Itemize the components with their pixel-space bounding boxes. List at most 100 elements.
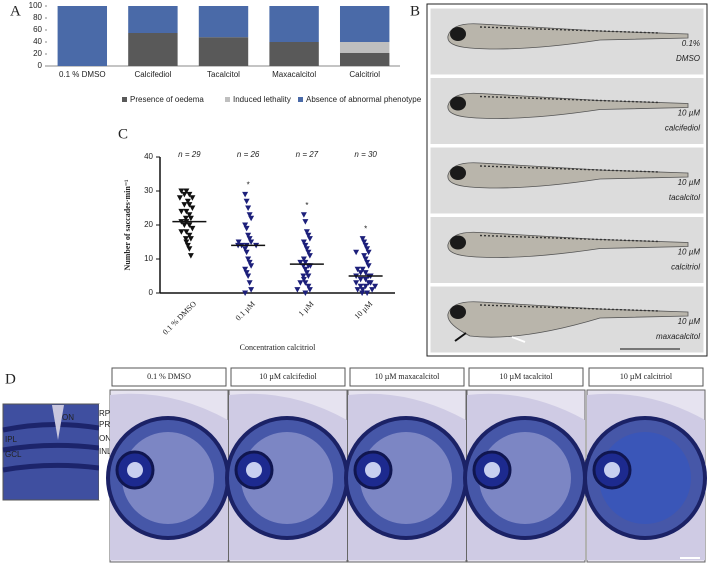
y-tick-label: 30 xyxy=(144,186,153,195)
larva-label: 10 µM xyxy=(678,178,701,187)
x-tick-label: 0.1 µM xyxy=(234,299,257,322)
data-point xyxy=(364,290,371,296)
data-point xyxy=(300,276,307,283)
data-point xyxy=(302,266,309,273)
data-point xyxy=(183,239,190,245)
larva-eye xyxy=(450,305,466,319)
lens-core xyxy=(604,462,620,478)
retina-section: 0.1 % DMSO xyxy=(106,367,230,563)
data-point xyxy=(242,222,249,228)
data-point xyxy=(361,239,368,245)
data-point xyxy=(182,215,189,222)
y-axis-label: Number of saccades·min⁻¹ xyxy=(123,179,132,271)
data-point xyxy=(302,290,309,296)
layer-label: PRL xyxy=(99,420,115,429)
data-point xyxy=(242,290,249,296)
data-point xyxy=(362,256,369,262)
data-point xyxy=(359,236,366,242)
larva-eye xyxy=(450,96,466,111)
data-point xyxy=(303,270,310,276)
data-point xyxy=(245,232,252,239)
legend-swatch xyxy=(122,97,127,102)
header-box xyxy=(230,367,346,387)
data-point xyxy=(181,191,188,198)
data-point xyxy=(302,219,309,225)
header-label: 10 µM tacalcitol xyxy=(499,372,553,381)
x-tick-label: Calcitriol xyxy=(349,70,380,79)
y-tick-label: 40 xyxy=(33,37,42,46)
data-point xyxy=(367,280,374,286)
data-point xyxy=(186,212,193,218)
data-point xyxy=(306,236,313,242)
data-point xyxy=(359,287,366,293)
header-label: 10 µM calcifediol xyxy=(259,372,317,381)
data-point xyxy=(305,273,312,279)
larva-photo: 10 µM calcitriol xyxy=(429,216,705,284)
larva-photo: 10 µM calcifediol xyxy=(429,77,705,145)
bar-segment xyxy=(128,33,178,66)
header-label: 10 µM maxacalcitol xyxy=(375,372,440,381)
x-tick-label: 0.1 % DMSO xyxy=(59,70,106,79)
data-point xyxy=(248,287,255,293)
data-point xyxy=(305,249,312,256)
data-point xyxy=(248,263,255,269)
larva-label: calcifediol xyxy=(665,124,700,133)
lens-core xyxy=(484,462,500,478)
data-point xyxy=(362,270,369,276)
data-point xyxy=(189,225,196,232)
data-point xyxy=(364,246,371,252)
data-point xyxy=(303,229,310,235)
larva-body xyxy=(447,23,689,50)
data-point xyxy=(359,290,366,296)
header-box xyxy=(468,367,584,387)
data-point xyxy=(178,208,185,215)
layer-label: ONL xyxy=(99,434,116,443)
y-tick-label: 10 xyxy=(144,254,153,263)
data-point xyxy=(369,287,376,293)
data-point xyxy=(186,191,193,198)
data-point xyxy=(246,236,253,242)
larva-photo: 0.1% DMSO xyxy=(429,7,705,76)
legend-swatch xyxy=(298,97,303,102)
data-point xyxy=(243,198,250,205)
significance: * xyxy=(305,201,308,210)
data-point xyxy=(353,249,360,256)
data-point xyxy=(302,242,309,249)
data-point xyxy=(242,266,249,273)
x-tick-label: Calcifediol xyxy=(134,70,171,79)
data-point xyxy=(242,246,249,252)
data-point xyxy=(187,253,194,259)
data-point xyxy=(183,188,190,194)
data-point xyxy=(189,205,196,211)
larva-eye xyxy=(450,235,466,250)
x-tick-label: 10 µM xyxy=(353,299,375,321)
data-point xyxy=(243,225,250,232)
data-point xyxy=(354,287,361,293)
data-point xyxy=(246,212,253,218)
data-point xyxy=(186,222,193,228)
x-tick-label: Maxacalcitol xyxy=(272,70,316,79)
data-point xyxy=(359,266,366,273)
arrow xyxy=(454,332,467,342)
n-label: n = 27 xyxy=(296,150,319,159)
arrow xyxy=(511,336,526,343)
bar-segment xyxy=(339,6,390,42)
larva-label: maxacalcitol xyxy=(656,332,700,341)
legend-label: Absence of abnormal phenotype xyxy=(306,95,422,104)
larva-body xyxy=(447,231,689,258)
larva-eye xyxy=(450,166,466,180)
bar-segment xyxy=(57,6,108,66)
data-point xyxy=(294,287,301,293)
data-point xyxy=(364,259,371,266)
larva-label: DMSO xyxy=(676,54,700,63)
larva-label: 10 µM xyxy=(678,109,701,118)
data-point xyxy=(306,253,313,259)
data-point xyxy=(248,239,255,245)
data-point xyxy=(305,232,312,239)
data-point xyxy=(182,236,189,242)
lens-core xyxy=(246,462,262,478)
inset-label-strip xyxy=(99,404,108,500)
y-tick-label: 20 xyxy=(33,49,42,58)
layer-label: RPE xyxy=(99,409,115,418)
lens-core xyxy=(365,462,381,478)
